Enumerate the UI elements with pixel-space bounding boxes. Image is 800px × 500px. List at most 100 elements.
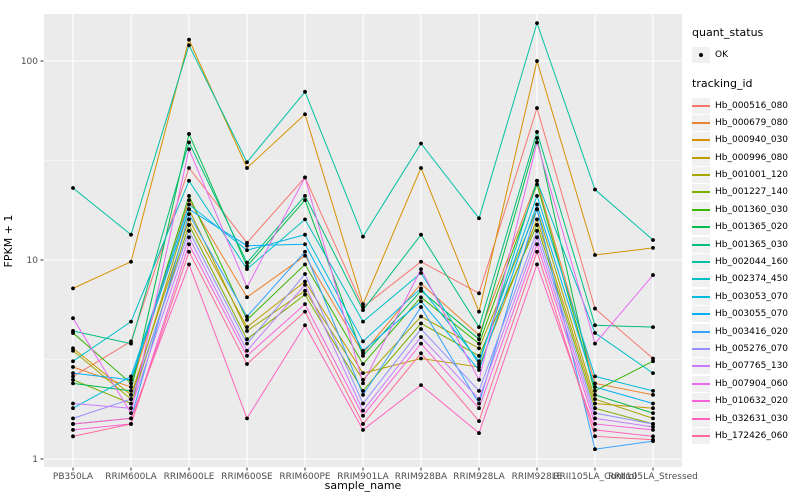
legend-label: Hb_001227_140	[715, 187, 789, 198]
data-point	[419, 271, 423, 275]
data-point	[187, 207, 191, 212]
data-point	[245, 337, 249, 342]
data-point	[651, 428, 655, 432]
legend-label: Hb_000996_080	[715, 152, 789, 163]
x-tick-label: RRIM600LE	[164, 472, 215, 482]
data-point	[651, 437, 655, 442]
data-point	[593, 381, 597, 386]
color-line-icon	[692, 340, 710, 357]
data-point	[303, 282, 307, 287]
data-point	[361, 362, 365, 366]
data-point	[71, 186, 75, 190]
data-point	[303, 232, 307, 237]
data-point	[419, 341, 423, 346]
color-line-icon	[692, 184, 710, 201]
data-point	[187, 37, 191, 42]
data-point	[129, 341, 133, 346]
data-point	[593, 397, 597, 401]
data-point	[303, 249, 307, 254]
legend-item-Hb_001360_030: Hb_001360_030	[692, 201, 798, 218]
data-point	[361, 408, 365, 413]
data-point	[187, 178, 191, 183]
point-icon	[692, 46, 710, 63]
data-point	[245, 341, 249, 346]
data-point	[361, 348, 365, 353]
data-point	[245, 362, 249, 366]
x-tick-label: RRII105LA_Control	[553, 472, 636, 482]
legend-item-Hb_007765_130: Hb_007765_130	[692, 358, 798, 375]
legend-item-Hb_000516_080: Hb_000516_080	[692, 97, 798, 114]
data-point	[593, 388, 597, 393]
data-point	[303, 288, 307, 293]
legend-label: Hb_000679_080	[715, 117, 789, 128]
data-point	[187, 229, 191, 233]
data-point	[187, 262, 191, 267]
data-point	[303, 175, 307, 180]
data-point	[303, 292, 307, 297]
data-point	[651, 406, 655, 411]
legend-label: Hb_172426_060	[715, 430, 789, 441]
data-point	[129, 259, 133, 264]
data-point	[651, 273, 655, 277]
data-point	[535, 140, 539, 145]
data-point	[593, 253, 597, 257]
color-line-icon	[692, 254, 710, 271]
legend-item-Hb_010632_020: Hb_010632_020	[692, 393, 798, 410]
data-point	[303, 198, 307, 202]
data-point	[477, 309, 481, 314]
data-point	[419, 356, 423, 361]
data-point	[361, 302, 365, 307]
data-point	[71, 359, 75, 364]
data-point	[71, 374, 75, 379]
data-point	[651, 401, 655, 406]
x-tick-label: RRIM600PE	[279, 472, 331, 482]
data-point	[129, 374, 133, 379]
legend-label: Hb_003055_070	[715, 309, 789, 320]
data-point	[71, 377, 75, 382]
data-point	[477, 368, 481, 372]
legend-label: Hb_007904_060	[715, 378, 789, 389]
legend-item-Hb_002374_450: Hb_002374_450	[692, 271, 798, 288]
data-point	[651, 424, 655, 429]
color-line-icon	[692, 97, 710, 114]
legend-label: Hb_001001_120	[715, 170, 789, 181]
data-point	[129, 397, 133, 401]
tracking-id-legend-items: Hb_000516_080 Hb_000679_080 Hb_000940_030 H…	[692, 97, 798, 444]
data-point	[245, 248, 249, 253]
data-point	[361, 422, 365, 426]
legend-title-quant-status: quant_status	[692, 26, 764, 39]
data-point	[361, 381, 365, 386]
legend-label: Hb_010632_020	[715, 396, 789, 407]
data-point	[361, 234, 365, 239]
data-point	[71, 286, 75, 291]
x-tick-label: RRIM600LA	[105, 472, 157, 482]
data-point	[651, 356, 655, 361]
data-point	[651, 238, 655, 242]
data-point	[419, 166, 423, 170]
data-point	[593, 187, 597, 192]
data-point	[477, 325, 481, 330]
legend-label-ok: OK	[715, 49, 728, 60]
color-line-icon	[692, 271, 710, 288]
x-tick-label: RRIM928LA	[453, 472, 505, 482]
legend-label: Hb_005276_070	[715, 343, 789, 354]
data-point	[535, 130, 539, 134]
color-line-icon	[692, 393, 710, 410]
data-point	[535, 217, 539, 222]
data-point	[303, 253, 307, 258]
data-point	[477, 353, 481, 358]
data-point	[593, 411, 597, 416]
legend-item-Hb_003053_070: Hb_003053_070	[692, 288, 798, 305]
data-point	[187, 223, 191, 227]
data-point	[477, 291, 481, 296]
legend-label: Hb_000516_080	[715, 100, 789, 111]
data-point	[129, 411, 133, 416]
color-line-icon	[692, 167, 710, 184]
data-point	[71, 416, 75, 421]
data-point	[71, 406, 75, 411]
data-point	[187, 193, 191, 198]
data-point	[651, 359, 655, 364]
data-point	[593, 428, 597, 432]
y-axis-title: FPKM + 1	[2, 215, 15, 268]
color-line-icon	[692, 114, 710, 131]
